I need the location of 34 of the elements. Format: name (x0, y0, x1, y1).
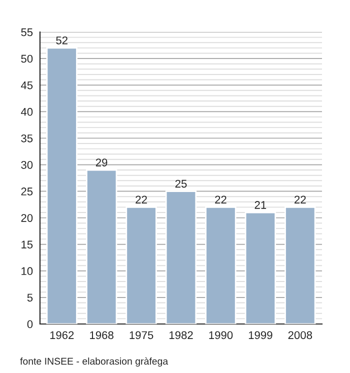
y-tick-label: 55 (21, 28, 33, 36)
y-tick-label: 35 (21, 134, 33, 142)
y-tick-label: 20 (21, 214, 33, 222)
data-label: 22 (136, 196, 147, 204)
bar (126, 206, 157, 324)
x-tick-label: 1968 (90, 331, 114, 340)
x-tick-label: 1982 (169, 331, 193, 340)
data-label: 25 (175, 180, 187, 188)
data-label: 22 (215, 196, 226, 204)
y-tick-label: 50 (21, 54, 33, 63)
x-tick-label: 1975 (130, 331, 154, 340)
y-tick-label: 45 (20, 81, 33, 90)
y-tick-label: 0 (27, 320, 33, 328)
bar (46, 47, 78, 324)
x-tick-label: 1990 (209, 331, 233, 340)
x-tick-label: 1962 (50, 331, 74, 340)
bar (284, 206, 316, 324)
data-label: 52 (56, 36, 68, 44)
data-label: 22 (294, 196, 306, 204)
y-tick-label: 15 (22, 240, 33, 248)
bar (205, 206, 236, 324)
y-tick-label: 40 (20, 108, 33, 116)
y-tick-label: 5 (27, 294, 33, 302)
bar (86, 169, 118, 324)
bar (165, 190, 197, 324)
x-tick-label: 2008 (288, 331, 312, 340)
data-label: 29 (96, 158, 108, 166)
source-note: fonte INSEE - elaborasion gràfega (20, 357, 168, 367)
bar (244, 212, 276, 324)
y-tick-label: 25 (21, 188, 33, 196)
x-tick-label: 1999 (248, 331, 272, 340)
data-label: 21 (254, 201, 266, 209)
y-tick-label: 10 (22, 267, 33, 276)
y-tick-label: 30 (21, 160, 33, 169)
